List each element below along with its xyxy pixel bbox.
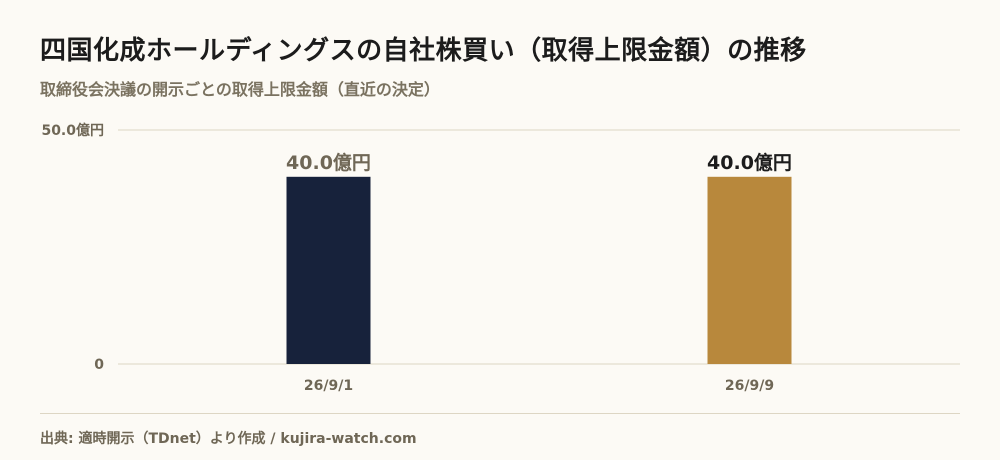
x-tick-label: 26/9/9	[725, 378, 774, 394]
chart-subtitle: 取締役会決議の開示ごとの取得上限金額（直近の決定）	[40, 80, 440, 99]
data-label: 40.0億円	[707, 151, 792, 174]
data-label: 40.0億円	[286, 151, 371, 174]
y-tick-label: 0	[94, 357, 104, 373]
y-tick-label: 50.0億円	[41, 122, 104, 139]
bar	[707, 176, 792, 364]
source-note: 出典: 適時開示（TDnet）より作成 / kujira-watch.com	[40, 431, 417, 447]
chart-title: 四国化成ホールディングスの自社株買い（取得上限金額）の推移	[40, 36, 807, 66]
footer-divider	[40, 413, 960, 414]
bar	[286, 176, 371, 364]
x-tick-label: 26/9/1	[304, 378, 353, 394]
